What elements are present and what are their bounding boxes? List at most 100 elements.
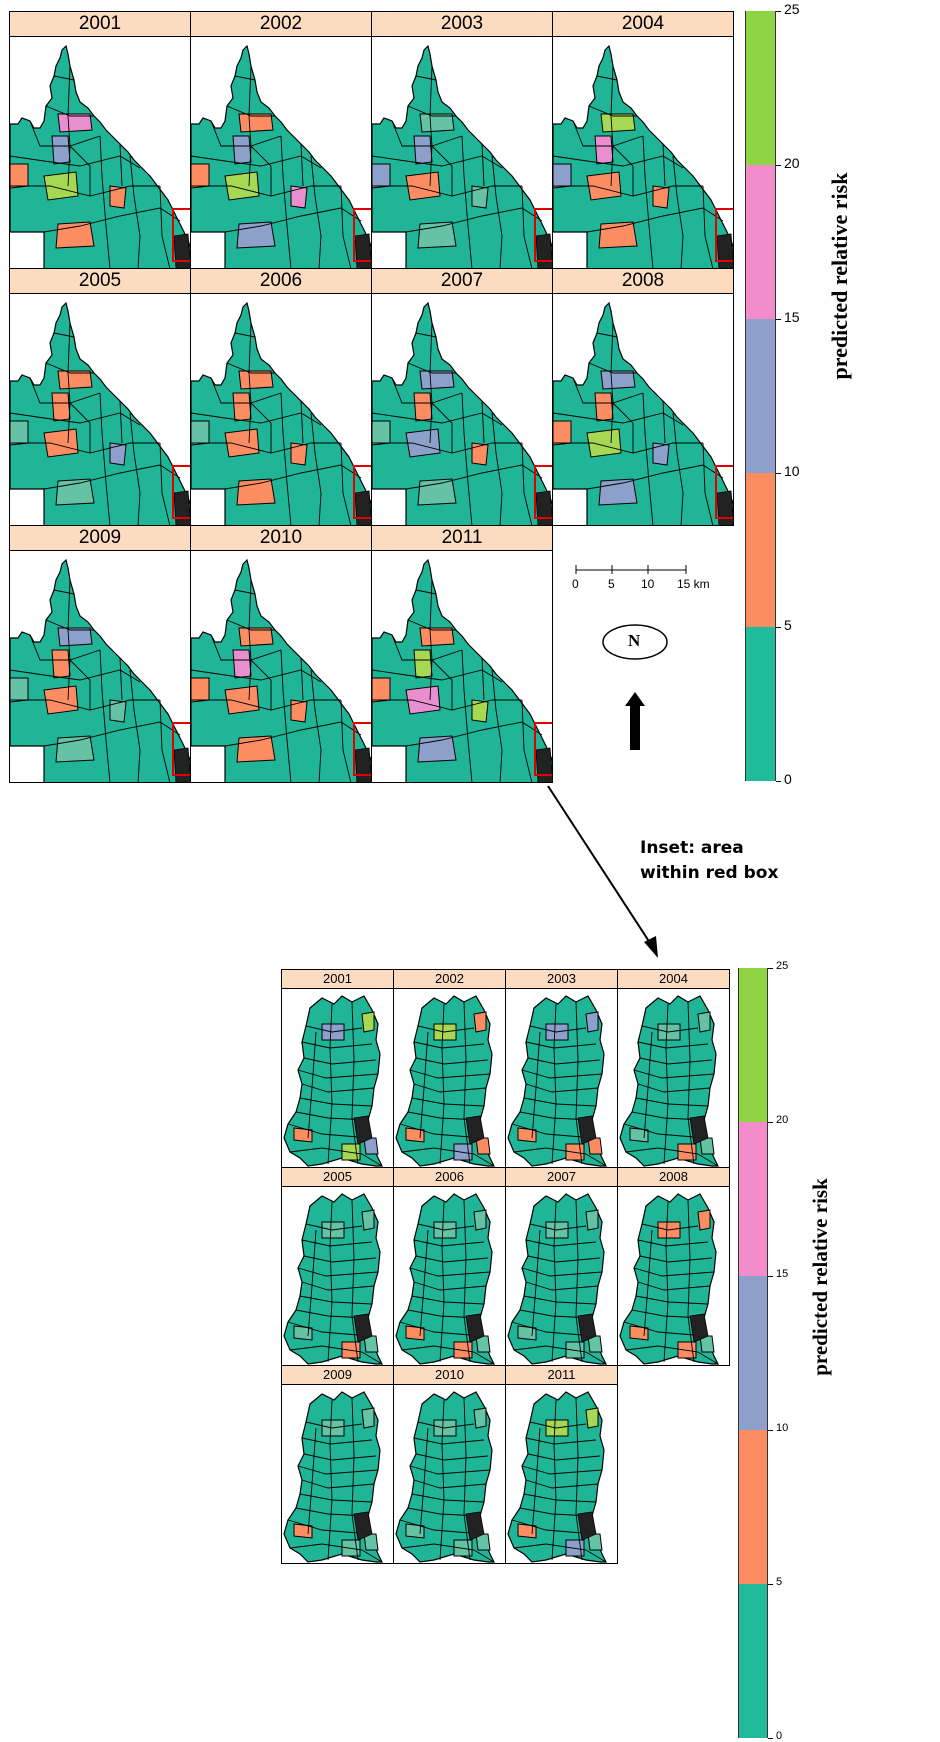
region-r1 — [420, 628, 454, 646]
region-r2 — [414, 650, 432, 678]
inset-map-2004 — [618, 988, 730, 1168]
region-r6 — [10, 421, 28, 445]
region-r1 — [420, 371, 454, 389]
region-r2 — [586, 1408, 598, 1428]
inset-panel-2008: 2008 — [617, 1167, 730, 1366]
legend-band-5-10 — [738, 1430, 768, 1584]
top-panel-2011: 2011 — [371, 525, 553, 783]
inset-label-line-2: within red box — [640, 861, 778, 886]
north-arrow: N — [598, 622, 678, 757]
inset-year-label: 2003 — [506, 970, 617, 989]
region-base — [10, 46, 191, 269]
region-r1 — [239, 114, 273, 132]
inset-year-label: 2004 — [618, 970, 729, 989]
legend-tick-label: 15 — [784, 309, 800, 325]
inset-panel-2011: 2011 — [505, 1365, 618, 1564]
top-panel-2007: 2007 — [371, 268, 553, 526]
legend-tick-label: 20 — [776, 1114, 788, 1126]
region-base — [10, 560, 191, 783]
legend-tick-label: 0 — [776, 1730, 782, 1742]
region-r2 — [233, 650, 251, 678]
legend-tick-label: 15 — [776, 1268, 788, 1280]
inset-label-line-1: Inset: area — [640, 836, 778, 861]
top-panel-2008: 2008 — [552, 268, 734, 526]
top-year-label: 2005 — [10, 269, 190, 294]
region-base — [553, 303, 734, 526]
region-r2 — [474, 1408, 486, 1428]
legend-tick-label: 5 — [784, 617, 792, 633]
region-r2 — [362, 1210, 374, 1230]
region-base — [372, 560, 553, 783]
legend-tick-label: 10 — [776, 1422, 788, 1434]
inset-map-2009 — [282, 1384, 394, 1564]
legend-band-20-25 — [738, 968, 768, 1122]
region-r1 — [58, 628, 92, 646]
region-r5 — [418, 222, 456, 248]
legend-tick-mark — [768, 1122, 773, 1123]
region-r5 — [56, 479, 94, 505]
region-base — [191, 46, 372, 269]
inset-red-box — [715, 208, 734, 262]
region-r1 — [239, 371, 273, 389]
region-base — [10, 303, 191, 526]
top-map-2003 — [372, 36, 553, 269]
region-r1 — [239, 628, 273, 646]
inset-red-box — [715, 465, 734, 519]
top-map-2011 — [372, 550, 553, 783]
region-r6 — [191, 678, 209, 702]
top-map-2005 — [10, 293, 191, 526]
inset-map-2002 — [394, 988, 506, 1168]
top-map-2001 — [10, 36, 191, 269]
legend-bottom — [738, 968, 768, 1738]
legend-tick-mark — [776, 165, 781, 166]
region-r6 — [191, 164, 209, 188]
inset-panel-2007: 2007 — [505, 1167, 618, 1366]
legend-tick-mark — [776, 781, 781, 782]
top-map-2002 — [191, 36, 372, 269]
inset-year-label: 2001 — [282, 970, 393, 989]
region-r5 — [56, 736, 94, 762]
inset-year-label: 2006 — [394, 1168, 505, 1187]
top-panel-2001: 2001 — [9, 11, 191, 269]
region-r2 — [52, 136, 70, 164]
region-r5 — [56, 222, 94, 248]
legend-tick-label: 25 — [784, 1, 800, 17]
region-r2 — [586, 1210, 598, 1230]
inset-year-label: 2008 — [618, 1168, 729, 1187]
region-r2 — [595, 136, 613, 164]
inset-map-2008 — [618, 1186, 730, 1366]
legend-tick-mark — [776, 11, 781, 12]
legend-tick-mark — [768, 968, 773, 969]
region-r2 — [698, 1210, 710, 1230]
top-year-label: 2004 — [553, 12, 733, 37]
inset-year-label: 2005 — [282, 1168, 393, 1187]
top-map-2004 — [553, 36, 734, 269]
inset-year-label: 2002 — [394, 970, 505, 989]
region-r6 — [372, 678, 390, 702]
region-r1 — [58, 371, 92, 389]
legend-top — [745, 11, 776, 781]
scale-bar: 0 5 10 15 km — [570, 560, 730, 600]
legend-tick-mark — [776, 627, 781, 628]
legend-band-20-25 — [745, 11, 776, 165]
legend-band-15-20 — [745, 165, 776, 319]
legend-tick-mark — [768, 1584, 773, 1585]
inset-red-box — [172, 722, 191, 776]
top-panel-2005: 2005 — [9, 268, 191, 526]
top-map-2008 — [553, 293, 734, 526]
top-year-label: 2010 — [191, 526, 371, 551]
scale-label-10: 10 — [641, 577, 654, 591]
region-r6 — [372, 164, 390, 188]
legend-tick-mark — [776, 319, 781, 320]
inset-map-2011 — [506, 1384, 618, 1564]
inset-year-label: 2007 — [506, 1168, 617, 1187]
region-r1 — [58, 114, 92, 132]
inset-map-2001 — [282, 988, 394, 1168]
top-year-label: 2007 — [372, 269, 552, 294]
inset-panel-2006: 2006 — [393, 1167, 506, 1366]
legend-tick-label: 0 — [784, 771, 792, 787]
top-panel-2002: 2002 — [190, 11, 372, 269]
legend-tick-mark — [776, 473, 781, 474]
region-r1 — [420, 114, 454, 132]
top-year-label: 2001 — [10, 12, 190, 37]
